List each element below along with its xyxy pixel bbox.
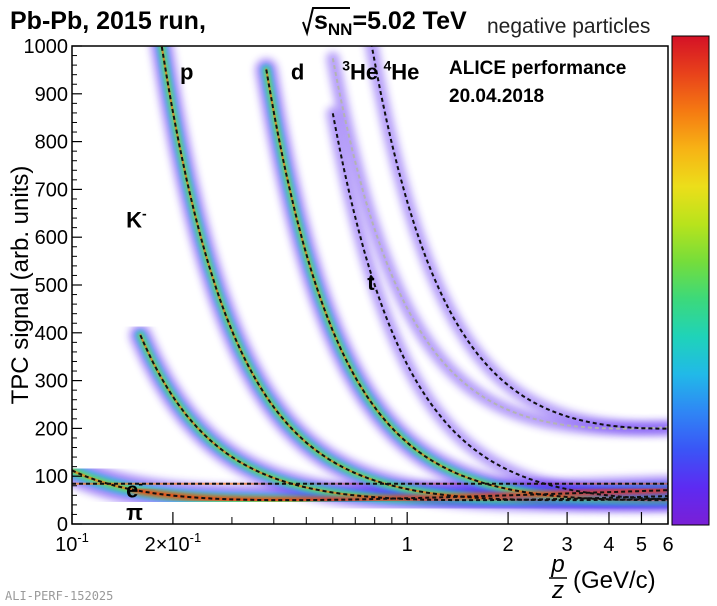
x-axis-title-unit: (GeV/c): [573, 567, 656, 594]
curve-pi: [72, 469, 668, 502]
y-tick-label: 0: [57, 514, 68, 536]
x-tick-label: 3: [562, 534, 573, 556]
x-tick-label: 10-1: [55, 530, 89, 556]
performance-line-1: ALICE performance: [449, 58, 626, 79]
y-tick-label: 700: [35, 179, 68, 201]
species-label-d: d: [291, 60, 304, 85]
curve--K: [139, 334, 668, 502]
x-axis-title-numerator: p: [550, 551, 564, 578]
species-label-4He: 4He: [384, 58, 420, 85]
species-label-t: t: [367, 270, 375, 295]
x-axis-title-denominator: z: [551, 577, 564, 604]
y-tick-label: 100: [35, 466, 68, 488]
y-tick-label: 200: [35, 418, 68, 440]
y-tick-label: 800: [35, 132, 68, 154]
y-tick-label: 400: [35, 323, 68, 345]
x-tick-label: 4: [603, 534, 614, 556]
species-label--e: e-: [126, 476, 143, 503]
curve-t: [331, 113, 668, 501]
sqrt-symbol: [302, 7, 350, 37]
x-tick-label: 6: [662, 534, 673, 556]
curve-d: [265, 69, 668, 502]
x-tick-label: 2: [503, 534, 514, 556]
energy-s: s: [314, 7, 328, 35]
y-tick-label: 600: [35, 227, 68, 249]
species-label--K: K-: [126, 206, 147, 233]
figure-id: ALI-PERF-152025: [5, 589, 113, 603]
species-labels: πe- K-p d t 3He 4He: [126, 58, 419, 526]
x-tick-label: 5: [636, 534, 647, 556]
energy-sub: NN: [328, 20, 353, 39]
energy-value: =5.02 TeV: [352, 7, 467, 35]
y-tick-label: 300: [35, 371, 68, 393]
x-axis: 10-1 2×10-1 1 2 3 4 5 6: [55, 512, 674, 556]
y-axis-title: TPC signal (arb. units): [7, 166, 34, 405]
bethe-bloch-curves: [72, 46, 668, 502]
chart-subtitle: negative particles: [487, 15, 650, 38]
color-palette-bar: [671, 35, 710, 526]
y-axis: 0 100 200 300 400 500 600 700 800 900 1000: [24, 36, 82, 536]
species-label-pi: π: [126, 500, 143, 525]
x-tick-label: 1: [402, 534, 413, 556]
x-tick-label: 2×10-1: [145, 530, 202, 556]
svg-text:sNN=5.02 TeV: sNN=5.02 TeV: [314, 7, 467, 39]
y-tick-label: 900: [35, 84, 68, 106]
curve-3He: [331, 58, 668, 430]
species-label-3He: 3He: [342, 58, 378, 85]
y-tick-label: 500: [35, 275, 68, 297]
y-tick-label: 1000: [24, 36, 69, 58]
performance-line-2: 20.04.2018: [449, 86, 544, 107]
x-axis-title: p z (GeV/c): [549, 551, 656, 604]
chart-title: Pb-Pb, 2015 run,: [10, 7, 213, 35]
energy-label: sNN=5.02 TeV: [302, 7, 467, 39]
curve-p: [160, 46, 668, 502]
species-label-p: p: [180, 60, 193, 85]
curve-4He: [370, 46, 668, 430]
